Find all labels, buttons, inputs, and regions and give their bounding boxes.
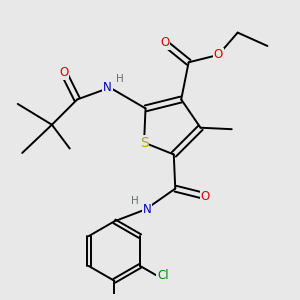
- Text: O: O: [200, 190, 210, 202]
- Text: H: H: [116, 74, 124, 84]
- Text: O: O: [59, 66, 68, 79]
- Text: N: N: [103, 81, 112, 94]
- Text: N: N: [143, 203, 152, 216]
- Text: S: S: [140, 136, 148, 150]
- Text: O: O: [160, 37, 170, 50]
- Text: O: O: [214, 48, 223, 62]
- Text: H: H: [131, 196, 139, 206]
- Text: Cl: Cl: [157, 269, 169, 282]
